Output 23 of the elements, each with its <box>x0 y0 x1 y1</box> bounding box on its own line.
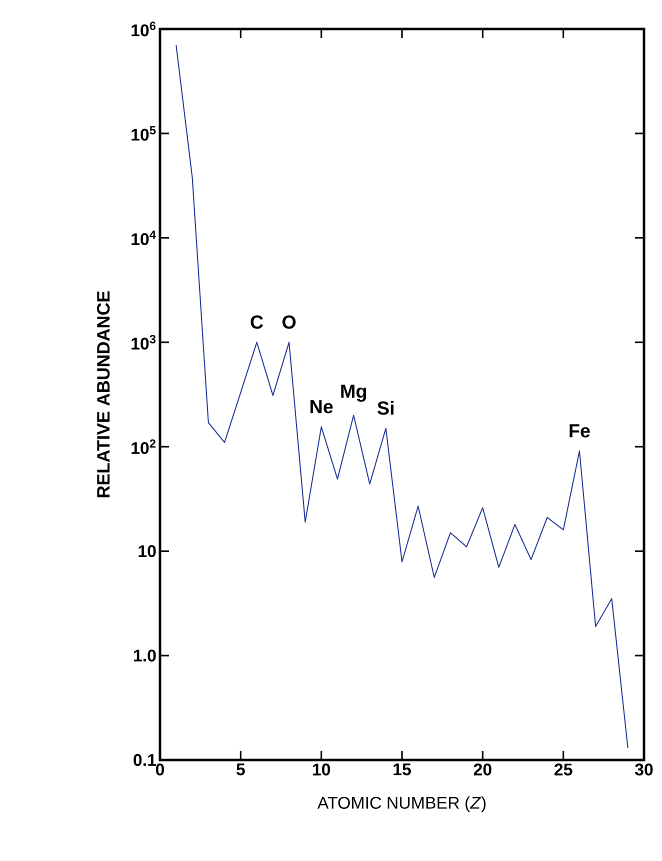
x-tick-label: 10 <box>312 764 330 776</box>
x-tick-label: 5 <box>236 764 245 776</box>
x-tick-label: 15 <box>394 764 411 776</box>
x-axis-title: ATOMIC NUMBER (Z) <box>317 796 486 812</box>
x-tick-label: 25 <box>554 764 572 776</box>
y-tick-label: 10$^{6}$ <box>132 22 156 36</box>
annotation: O <box>282 315 296 329</box>
annotation: Ne <box>310 400 333 414</box>
y-tick-label: 10$^{2}$ <box>132 439 156 454</box>
annotation: Mg <box>341 384 366 402</box>
x-tick-label: 30 <box>634 764 653 776</box>
x-tick-label: 0 <box>156 764 164 776</box>
annotation: C <box>250 315 264 329</box>
y-tick-label: 10$^{5}$ <box>132 126 156 141</box>
y-tick-label: 1.0 <box>134 650 156 662</box>
y-tick-label: 10$^{4}$ <box>132 230 156 246</box>
annotation: Si <box>377 400 394 415</box>
y-tick-label: 10$^{3}$ <box>132 334 156 350</box>
y-tick-label: 0.1 <box>134 754 156 766</box>
annotation: Fe <box>570 424 590 438</box>
y-tick-label: 10 <box>138 545 156 558</box>
y-axis-title: RELATIVE ABUNDANCE <box>97 291 110 498</box>
x-tick-label: 20 <box>474 764 492 776</box>
